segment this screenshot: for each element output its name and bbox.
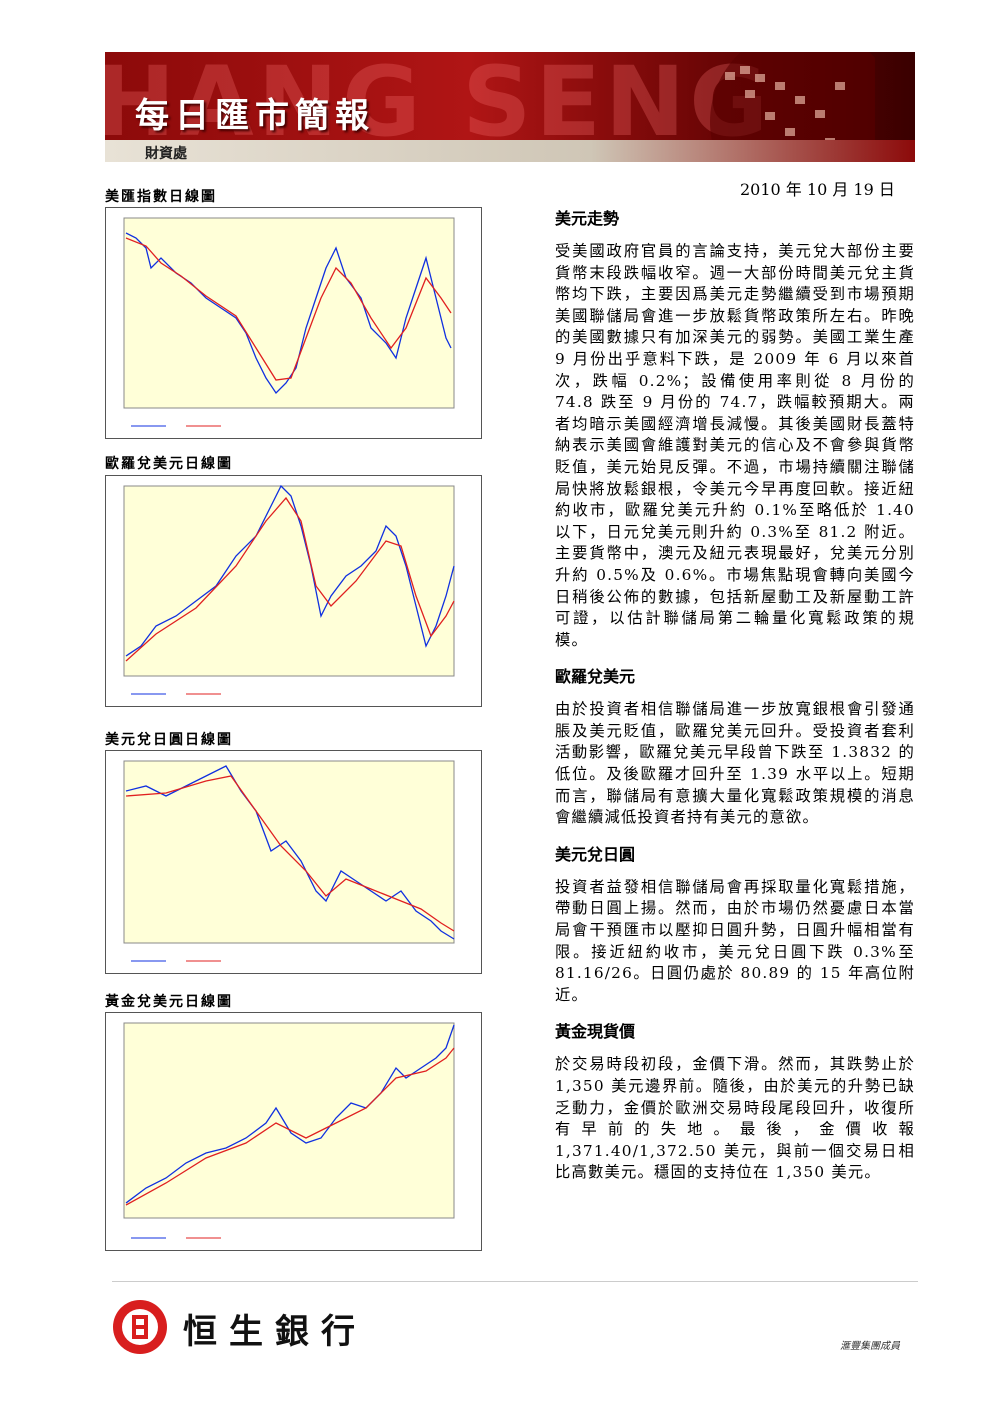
bank-name: 恒生銀行: [183, 1312, 367, 1352]
chart-graphic: [123, 217, 455, 427]
chart-image: [105, 475, 482, 707]
chart-graphic: [123, 1022, 455, 1239]
group-member: 滙豐集團成員: [840, 1341, 900, 1352]
section-body: 受美國政府官員的言論支持，美元兌大部份主要貨幣末段跌幅收窄。週一大部份時間美元兌…: [555, 242, 915, 649]
banner: HANG SENG 每日匯市簡報: [105, 52, 915, 162]
chart-image: [105, 750, 482, 974]
chart-image: [105, 207, 482, 439]
section-heading: 美元兌日圓: [555, 844, 636, 864]
report-title: 每日匯市簡報: [135, 96, 375, 136]
section-body: 由於投資者相信聯儲局進一步放寬銀根會引發通脹及美元貶值，歐羅兌美元回升。受投資者…: [555, 700, 915, 827]
chart-title: 黃金兌美元日線圖: [105, 994, 233, 1010]
section-heading: 美元走勢: [555, 209, 620, 228]
chart-image: [105, 1012, 482, 1251]
chart-graphic: [123, 760, 455, 962]
report-date: 2010 年 10 月 19 日: [740, 180, 895, 199]
chart-title: 美匯指數日線圖: [105, 189, 217, 205]
department: 財資處: [145, 146, 187, 162]
section-body: 於交易時段初段，金價下滑。然而，其跌勢止於 1,350 美元邊界前。隨後，由於美…: [555, 1055, 915, 1182]
chart-title: 美元兌日圓日線圖: [105, 732, 233, 748]
footer-rule: [112, 1281, 918, 1282]
section-body: 投資者益發相信聯儲局會再採取量化寬鬆措施，帶動日圓上揚。然而，由於市場仍然憂慮日…: [555, 877, 915, 1004]
commentary: 美元走勢 受美國政府官員的言論支持，美元兌大部份主要貨幣末段跌幅收窄。週一大部份…: [555, 205, 915, 1196]
bank-logo: [113, 1300, 167, 1354]
department-bar: [105, 140, 915, 162]
section-heading: 黃金現貨價: [555, 1022, 636, 1042]
chart-graphic: [123, 484, 455, 695]
section-heading: 歐羅兌美元: [555, 667, 636, 687]
chart-title: 歐羅兌美元日線圖: [105, 456, 233, 472]
